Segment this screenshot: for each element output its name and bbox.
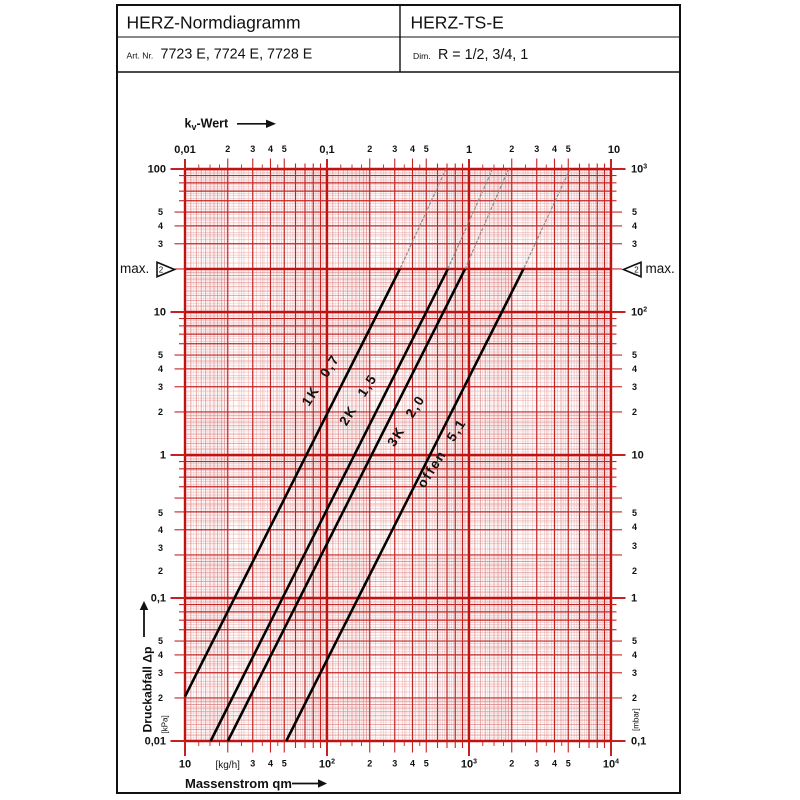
svg-text:5: 5 (158, 350, 163, 360)
svg-text:5: 5 (632, 636, 637, 646)
svg-text:3: 3 (534, 759, 539, 769)
svg-text:5: 5 (158, 636, 163, 646)
svg-text:4: 4 (268, 759, 273, 769)
svg-text:4: 4 (632, 650, 637, 660)
svg-text:max.: max. (646, 261, 675, 276)
svg-text:103: 103 (461, 759, 477, 771)
svg-text:10: 10 (632, 450, 644, 462)
svg-text:4: 4 (268, 144, 273, 154)
svg-text:Druckabfall Δp: Druckabfall Δp (141, 647, 155, 733)
svg-text:Art. Nr.: Art. Nr. (127, 51, 154, 61)
svg-text:0,01: 0,01 (145, 736, 166, 748)
svg-text:[mbar]: [mbar] (632, 708, 641, 731)
svg-text:5: 5 (566, 144, 571, 154)
svg-text:4: 4 (552, 144, 557, 154)
svg-text:5: 5 (158, 508, 163, 518)
svg-text:2: 2 (634, 266, 639, 275)
svg-text:4: 4 (158, 525, 163, 535)
svg-text:5: 5 (632, 350, 637, 360)
svg-text:4: 4 (552, 759, 557, 769)
svg-text:2: 2 (158, 407, 163, 417)
svg-text:2: 2 (509, 759, 514, 769)
svg-text:7723 E, 7724 E, 7728 E: 7723 E, 7724 E, 7728 E (161, 47, 313, 63)
svg-text:3: 3 (158, 668, 163, 678)
svg-text:R = 1/2, 3/4, 1: R = 1/2, 3/4, 1 (438, 47, 528, 63)
svg-text:2: 2 (158, 566, 163, 576)
svg-text:HERZ-Normdiagramm: HERZ-Normdiagramm (127, 13, 301, 33)
svg-text:[kPa]: [kPa] (161, 715, 170, 733)
svg-text:3: 3 (250, 759, 255, 769)
svg-text:4: 4 (632, 221, 637, 231)
svg-text:3: 3 (158, 239, 163, 249)
svg-text:5: 5 (632, 508, 637, 518)
svg-text:3: 3 (392, 144, 397, 154)
svg-text:5: 5 (632, 207, 637, 217)
svg-text:3: 3 (158, 382, 163, 392)
svg-text:4: 4 (410, 759, 415, 769)
svg-text:4: 4 (158, 221, 163, 231)
svg-text:3: 3 (250, 144, 255, 154)
svg-text:1: 1 (466, 144, 472, 156)
svg-text:104: 104 (603, 759, 619, 771)
svg-text:10: 10 (608, 144, 620, 156)
svg-text:3: 3 (534, 144, 539, 154)
svg-text:3: 3 (158, 543, 163, 553)
svg-text:5: 5 (566, 759, 571, 769)
svg-text:2: 2 (367, 759, 372, 769)
svg-text:0,1: 0,1 (319, 144, 334, 156)
svg-text:2: 2 (159, 266, 164, 275)
svg-text:10: 10 (179, 759, 191, 771)
svg-text:Massenstrom qm: Massenstrom qm (185, 776, 292, 791)
svg-text:5: 5 (424, 144, 429, 154)
svg-text:102: 102 (319, 759, 335, 771)
svg-text:103: 103 (631, 164, 647, 176)
svg-text:4: 4 (632, 522, 637, 532)
svg-text:2: 2 (509, 144, 514, 154)
svg-text:5: 5 (282, 759, 287, 769)
svg-text:3: 3 (632, 239, 637, 249)
svg-text:max.: max. (120, 261, 149, 276)
svg-text:kv-Wert: kv-Wert (185, 117, 230, 133)
svg-text:1: 1 (160, 450, 166, 462)
svg-text:0,1: 0,1 (151, 593, 166, 605)
svg-text:[kg/h]: [kg/h] (215, 760, 240, 771)
svg-text:5: 5 (158, 207, 163, 217)
svg-text:2: 2 (225, 144, 230, 154)
svg-text:0,01: 0,01 (174, 144, 195, 156)
svg-text:4: 4 (410, 144, 415, 154)
svg-text:2: 2 (158, 693, 163, 703)
svg-text:3: 3 (632, 382, 637, 392)
svg-text:3: 3 (392, 759, 397, 769)
svg-text:0,1: 0,1 (631, 736, 646, 748)
svg-text:1: 1 (631, 593, 637, 605)
svg-text:4: 4 (158, 650, 163, 660)
svg-text:4: 4 (632, 364, 637, 374)
svg-text:102: 102 (631, 307, 647, 319)
svg-text:3: 3 (632, 541, 637, 551)
svg-text:2: 2 (632, 407, 637, 417)
svg-text:5: 5 (282, 144, 287, 154)
svg-text:HERZ-TS-E: HERZ-TS-E (411, 13, 504, 33)
svg-text:2: 2 (632, 566, 637, 576)
svg-text:Dim.: Dim. (413, 51, 431, 61)
svg-text:4: 4 (158, 364, 163, 374)
svg-text:2: 2 (632, 693, 637, 703)
svg-text:100: 100 (148, 164, 166, 176)
svg-text:5: 5 (424, 759, 429, 769)
svg-text:10: 10 (154, 307, 166, 319)
svg-text:2: 2 (367, 144, 372, 154)
svg-text:3: 3 (632, 668, 637, 678)
